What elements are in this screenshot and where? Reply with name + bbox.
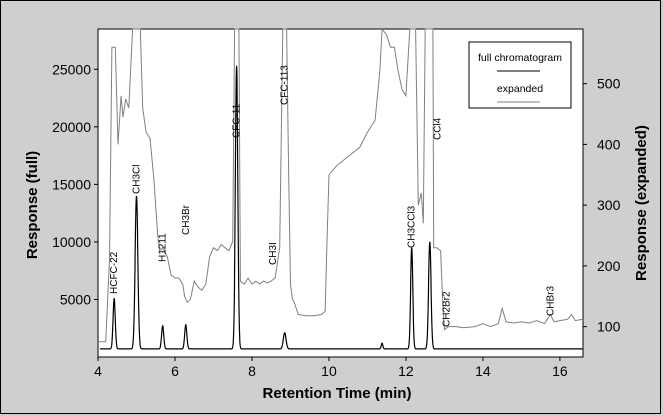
- peak-label: CCl4: [433, 117, 444, 140]
- legend-box: [468, 41, 572, 109]
- legend: full chromatogram expanded: [468, 41, 572, 109]
- peak-label: CH3Cl: [132, 165, 143, 194]
- right-y-tick-label: 200: [597, 258, 621, 274]
- expanded-series-line: [98, 27, 584, 343]
- full-chromatogram-line: [99, 65, 583, 350]
- left-y-axis-title: Response (full): [24, 151, 41, 259]
- right-y-axis-title: Response (expanded): [633, 125, 650, 281]
- expanded-series: [98, 27, 584, 343]
- x-axis-ticks: 4 6 8 10 12 14 16: [94, 357, 568, 379]
- x-tick-label: 6: [171, 363, 179, 379]
- peak-labels: HCFC-22 CH3Cl H1211 CH3Br CFC-11 CH3I CFC-113 C…: [109, 65, 556, 327]
- left-y-tick-label: 10000: [52, 234, 91, 250]
- left-y-tick-label: 20000: [52, 119, 91, 135]
- legend-label-full: full chromatogram: [478, 52, 562, 64]
- peak-label: CFC-113: [280, 65, 291, 105]
- peak-label: CH3I: [268, 242, 279, 265]
- x-tick-label: 8: [248, 363, 256, 379]
- right-y-tick-label: 100: [597, 319, 621, 335]
- peak-label: HCFC-22: [109, 251, 120, 294]
- right-y-tick-label: 500: [597, 76, 621, 92]
- x-tick-label: 12: [398, 363, 414, 379]
- x-axis-title: Retention Time (min): [263, 385, 412, 402]
- left-y-axis-ticks: 5000 10000 15000 20000 25000: [52, 61, 98, 307]
- left-y-tick-label: 25000: [52, 61, 91, 77]
- full-chromatogram-series: [99, 65, 583, 350]
- x-tick-label: 10: [321, 363, 337, 379]
- left-y-tick-label: 15000: [52, 176, 91, 192]
- x-tick-label: 16: [552, 363, 568, 379]
- peak-label: CHBr3: [545, 286, 556, 316]
- right-y-axis-ticks: 100 200 300 400 500: [583, 76, 621, 335]
- peak-label: H1211: [158, 233, 169, 262]
- right-y-tick-label: 300: [597, 197, 621, 213]
- peak-label: CFC-11: [232, 103, 243, 138]
- x-tick-label: 4: [94, 363, 102, 379]
- right-y-tick-label: 400: [597, 136, 621, 152]
- peak-label: CH3CCl3: [407, 205, 418, 248]
- peak-label: CH3Br: [181, 204, 192, 235]
- x-tick-label: 14: [475, 363, 491, 379]
- peak-label: CH2Br2: [441, 291, 452, 327]
- legend-label-expanded: expanded: [497, 83, 543, 95]
- left-y-tick-label: 5000: [60, 291, 91, 307]
